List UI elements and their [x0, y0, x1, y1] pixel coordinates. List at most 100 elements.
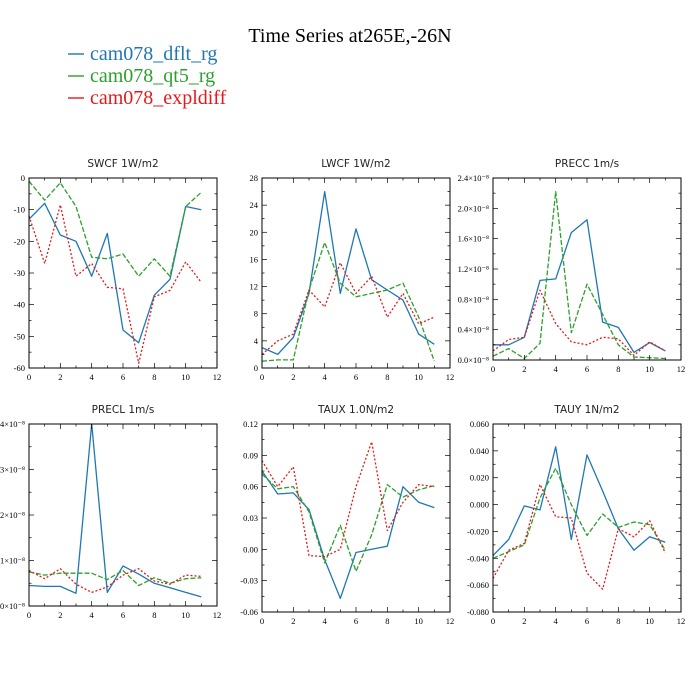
x-tick-label: 12 — [213, 610, 222, 620]
series-line — [262, 241, 435, 362]
x-tick-label: 12 — [446, 616, 455, 626]
chart-panel: TAUY 1N/m2 0 2 4 6 8 10 12 -0.080 -0.060 -0.040 -0.… — [467, 404, 685, 626]
x-tick-label: 2 — [58, 372, 62, 382]
y-tick-label: 1.2×10⁻⁸ — [458, 264, 489, 274]
y-tick-label: 0.060 — [470, 419, 489, 429]
chart-panel: SWCF 1W/m2 0 2 4 6 8 10 12 -60 -50 -40 -30 -20 -10 0 — [14, 158, 222, 382]
y-tick-label: -0.040 — [467, 553, 489, 563]
x-tick-label: 4 — [554, 364, 559, 374]
chart-panel: PRECC 1m/s 0 2 4 6 8 10 12 0.0×10⁻⁸ 0.4×10⁻⁸ 0.8×1… — [458, 158, 686, 374]
x-tick-label: 6 — [354, 616, 358, 626]
x-tick-label: 4 — [323, 372, 328, 382]
panel-title: LWCF 1W/m2 — [321, 158, 391, 170]
x-tick-label: 10 — [645, 616, 654, 626]
figure-title: Time Series at265E,-26N — [248, 25, 451, 47]
x-tick-label: 2 — [58, 610, 62, 620]
y-tick-label: 0 — [21, 173, 25, 183]
x-tick-label: 8 — [385, 372, 389, 382]
x-tick-label: 6 — [121, 372, 125, 382]
y-tick-label: 20 — [250, 227, 259, 237]
x-tick-label: 2 — [522, 616, 526, 626]
x-tick-label: 0 — [491, 616, 495, 626]
y-tick-label: 3×10⁻⁸ — [0, 465, 25, 475]
x-tick-label: 2 — [291, 616, 295, 626]
x-tick-label: 12 — [213, 372, 222, 382]
y-tick-label: 0.06 — [243, 482, 258, 492]
y-tick-label: 16 — [250, 254, 259, 264]
y-tick-label: -60 — [14, 363, 25, 373]
y-tick-label: 28 — [250, 173, 259, 183]
series-line — [493, 467, 666, 559]
panel-title: PRECL 1m/s — [92, 404, 155, 416]
y-tick-label: 0.040 — [470, 446, 489, 456]
y-tick-label: 0×10⁻⁸ — [0, 601, 25, 611]
x-tick-label: 0 — [27, 372, 31, 382]
legend: cam078_dflt_rgcam078_qt5_rgcam078_expldi… — [68, 43, 227, 109]
x-tick-label: 8 — [152, 610, 156, 620]
legend-entry: cam078_expldiff — [90, 87, 227, 109]
y-tick-label: 0.4×10⁻⁸ — [458, 325, 489, 335]
x-tick-label: 0 — [27, 610, 31, 620]
y-tick-label: 24 — [250, 200, 259, 210]
x-tick-label: 2 — [522, 364, 526, 374]
x-tick-label: 6 — [585, 616, 589, 626]
y-tick-label: -0.020 — [467, 526, 489, 536]
y-tick-label: -0.060 — [467, 580, 489, 590]
y-tick-label: 2.4×10⁻⁸ — [458, 173, 489, 183]
x-tick-label: 2 — [291, 372, 295, 382]
series-line — [29, 424, 202, 598]
plot-frame — [261, 177, 451, 369]
y-tick-label: 0.000 — [470, 500, 489, 510]
y-tick-label: 12 — [250, 282, 259, 292]
plot-frame — [492, 423, 682, 613]
x-tick-label: 12 — [446, 372, 455, 382]
x-tick-label: 10 — [414, 616, 423, 626]
y-tick-label: -20 — [14, 236, 25, 246]
y-tick-label: -0.03 — [240, 576, 258, 586]
y-tick-label: 4×10⁻⁸ — [0, 419, 25, 429]
x-tick-label: 6 — [121, 610, 125, 620]
y-tick-label: 2×10⁻⁸ — [0, 510, 25, 520]
series-line — [262, 470, 435, 600]
series-line — [493, 219, 666, 354]
y-tick-label: 0.09 — [243, 450, 258, 460]
series-line — [493, 289, 666, 357]
series-line — [493, 446, 666, 557]
y-tick-label: -50 — [14, 331, 25, 341]
y-tick-label: 2.0×10⁻⁸ — [458, 203, 489, 213]
chart-panels: SWCF 1W/m20 2 4 6 8 10 12-60-50-40-30-20-100LW… — [0, 158, 685, 626]
series-line — [29, 568, 202, 594]
panel-title: PRECC 1m/s — [555, 158, 619, 170]
x-tick-label: 10 — [181, 372, 190, 382]
x-tick-label: 8 — [385, 616, 389, 626]
series-line — [262, 473, 435, 572]
x-tick-label: 10 — [414, 372, 423, 382]
x-tick-label: 0 — [260, 372, 264, 382]
chart-panel: PRECL 1m/s 0 2 4 6 8 10 12 0×10⁻⁸ 1×10⁻⁸ 2×10⁻⁸ 3×1… — [0, 404, 221, 620]
series-line — [493, 483, 666, 590]
x-tick-label: 12 — [677, 616, 686, 626]
y-tick-label: 1×10⁻⁸ — [0, 556, 25, 566]
x-tick-label: 6 — [354, 372, 358, 382]
x-tick-label: 6 — [585, 364, 589, 374]
series-line — [262, 262, 435, 355]
series-line — [493, 190, 666, 360]
x-tick-label: 4 — [554, 616, 559, 626]
x-tick-label: 8 — [616, 364, 620, 374]
panel-title: SWCF 1W/m2 — [87, 158, 158, 170]
x-tick-label: 12 — [677, 364, 686, 374]
y-tick-label: -10 — [14, 205, 25, 215]
y-tick-label: 0.12 — [243, 419, 258, 429]
series-line — [262, 190, 435, 356]
plot-frame — [492, 177, 682, 361]
legend-entry: cam078_dflt_rg — [90, 43, 217, 65]
y-tick-label: 0.020 — [470, 473, 489, 483]
x-tick-label: 8 — [616, 616, 620, 626]
y-tick-label: 1.6×10⁻⁸ — [458, 234, 489, 244]
series-line — [29, 180, 202, 277]
y-tick-label: -0.06 — [240, 607, 258, 617]
x-tick-label: 4 — [90, 372, 95, 382]
y-tick-label: -40 — [14, 300, 25, 310]
y-tick-label: 8 — [254, 309, 258, 319]
